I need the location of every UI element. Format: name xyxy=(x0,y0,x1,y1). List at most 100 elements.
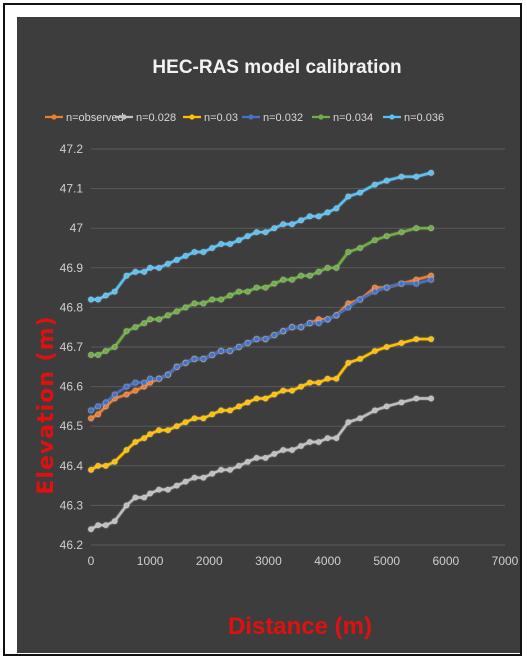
y-tick-label: 47.1 xyxy=(60,182,84,196)
data-point xyxy=(88,415,94,422)
data-point xyxy=(262,229,269,236)
data-point xyxy=(173,482,180,489)
chart-panel: HEC-RAS model calibration n=observed n=0.… xyxy=(17,17,520,653)
data-point xyxy=(235,462,242,469)
data-point xyxy=(102,292,109,299)
data-point xyxy=(371,288,378,295)
series-line xyxy=(91,226,432,357)
data-point xyxy=(164,427,171,434)
data-point xyxy=(102,348,109,354)
data-point xyxy=(95,403,101,410)
x-tick-label: 0 xyxy=(88,554,95,568)
series-line xyxy=(90,397,432,531)
data-point xyxy=(333,264,340,271)
data-point xyxy=(383,233,390,239)
y-axis-ticks: 46.2 46.3 46.4 46.5 46.6 46.7 46.8 46.9 47 47.1 47… xyxy=(60,142,84,552)
data-point xyxy=(164,312,171,319)
legend-marker xyxy=(51,114,57,120)
data-point xyxy=(244,288,251,295)
data-point xyxy=(271,450,278,457)
data-point xyxy=(428,336,434,342)
data-point xyxy=(88,407,94,414)
series-lines xyxy=(88,169,434,533)
data-point xyxy=(95,411,101,418)
data-point xyxy=(289,324,295,331)
data-point xyxy=(182,359,189,366)
data-point xyxy=(156,264,162,271)
data-point xyxy=(182,304,189,311)
data-point xyxy=(398,340,405,346)
data-point xyxy=(280,221,287,228)
data-point xyxy=(306,213,313,220)
series-n=0.03 xyxy=(88,336,434,473)
data-point xyxy=(357,189,363,196)
legend-label: n=0.028 xyxy=(136,112,176,124)
data-point xyxy=(147,316,153,323)
data-point xyxy=(333,375,340,382)
data-point xyxy=(271,332,278,338)
series-n=0.036 xyxy=(88,169,434,303)
data-point xyxy=(398,280,405,287)
data-point xyxy=(371,237,378,243)
data-point xyxy=(383,177,390,184)
data-point xyxy=(209,351,216,358)
x-tick-label: 2000 xyxy=(196,554,223,568)
data-point xyxy=(357,415,363,422)
legend-label: n=0.03 xyxy=(204,112,238,124)
data-point xyxy=(398,229,405,236)
data-point xyxy=(315,439,322,445)
data-point xyxy=(191,249,198,255)
data-point xyxy=(132,439,139,445)
data-point xyxy=(227,348,233,354)
data-point xyxy=(428,395,434,402)
data-point xyxy=(132,387,139,394)
x-tick-label: 6000 xyxy=(433,554,460,568)
data-point xyxy=(218,407,224,414)
data-point xyxy=(227,292,233,299)
data-point xyxy=(413,280,420,287)
data-point xyxy=(262,395,269,402)
data-point xyxy=(253,454,260,461)
data-point xyxy=(173,308,180,315)
data-point xyxy=(428,169,434,176)
data-point xyxy=(253,284,260,291)
data-point xyxy=(132,379,139,386)
data-point xyxy=(298,217,304,224)
series-n=0.028 xyxy=(88,395,434,533)
data-point xyxy=(253,229,260,236)
y-tick-label: 47.2 xyxy=(60,142,84,156)
data-point xyxy=(209,411,216,418)
data-point xyxy=(218,241,224,247)
data-point xyxy=(333,312,340,319)
data-point xyxy=(428,225,434,232)
data-point xyxy=(218,348,224,354)
x-tick-label: 1000 xyxy=(137,554,164,568)
data-point xyxy=(123,391,130,398)
data-point xyxy=(209,296,216,303)
data-point xyxy=(95,462,101,469)
data-point xyxy=(209,245,216,251)
x-axis-ticks: 0 1000 2000 3000 4000 5000 6000 7000 xyxy=(88,554,519,568)
data-point xyxy=(156,427,162,434)
legend-marker xyxy=(389,114,395,120)
data-point xyxy=(200,249,207,255)
data-point xyxy=(271,225,278,232)
data-point xyxy=(289,276,295,283)
data-point xyxy=(262,284,269,291)
data-point xyxy=(141,320,148,327)
data-point xyxy=(244,340,251,346)
series-line xyxy=(91,171,432,301)
data-point xyxy=(182,419,189,426)
chart-gridlines xyxy=(91,148,505,546)
data-point xyxy=(371,407,378,414)
data-point xyxy=(324,264,331,271)
data-point xyxy=(164,260,171,267)
y-tick-label: 46.3 xyxy=(60,498,84,512)
series-line xyxy=(90,278,432,412)
y-tick-label: 46.6 xyxy=(60,380,84,394)
chart-title: HEC-RAS model calibration xyxy=(152,57,401,78)
data-point xyxy=(147,431,153,437)
image-frame: HEC-RAS model calibration n=observed n=0.… xyxy=(3,3,522,656)
data-point xyxy=(280,328,287,335)
data-point xyxy=(413,395,420,402)
